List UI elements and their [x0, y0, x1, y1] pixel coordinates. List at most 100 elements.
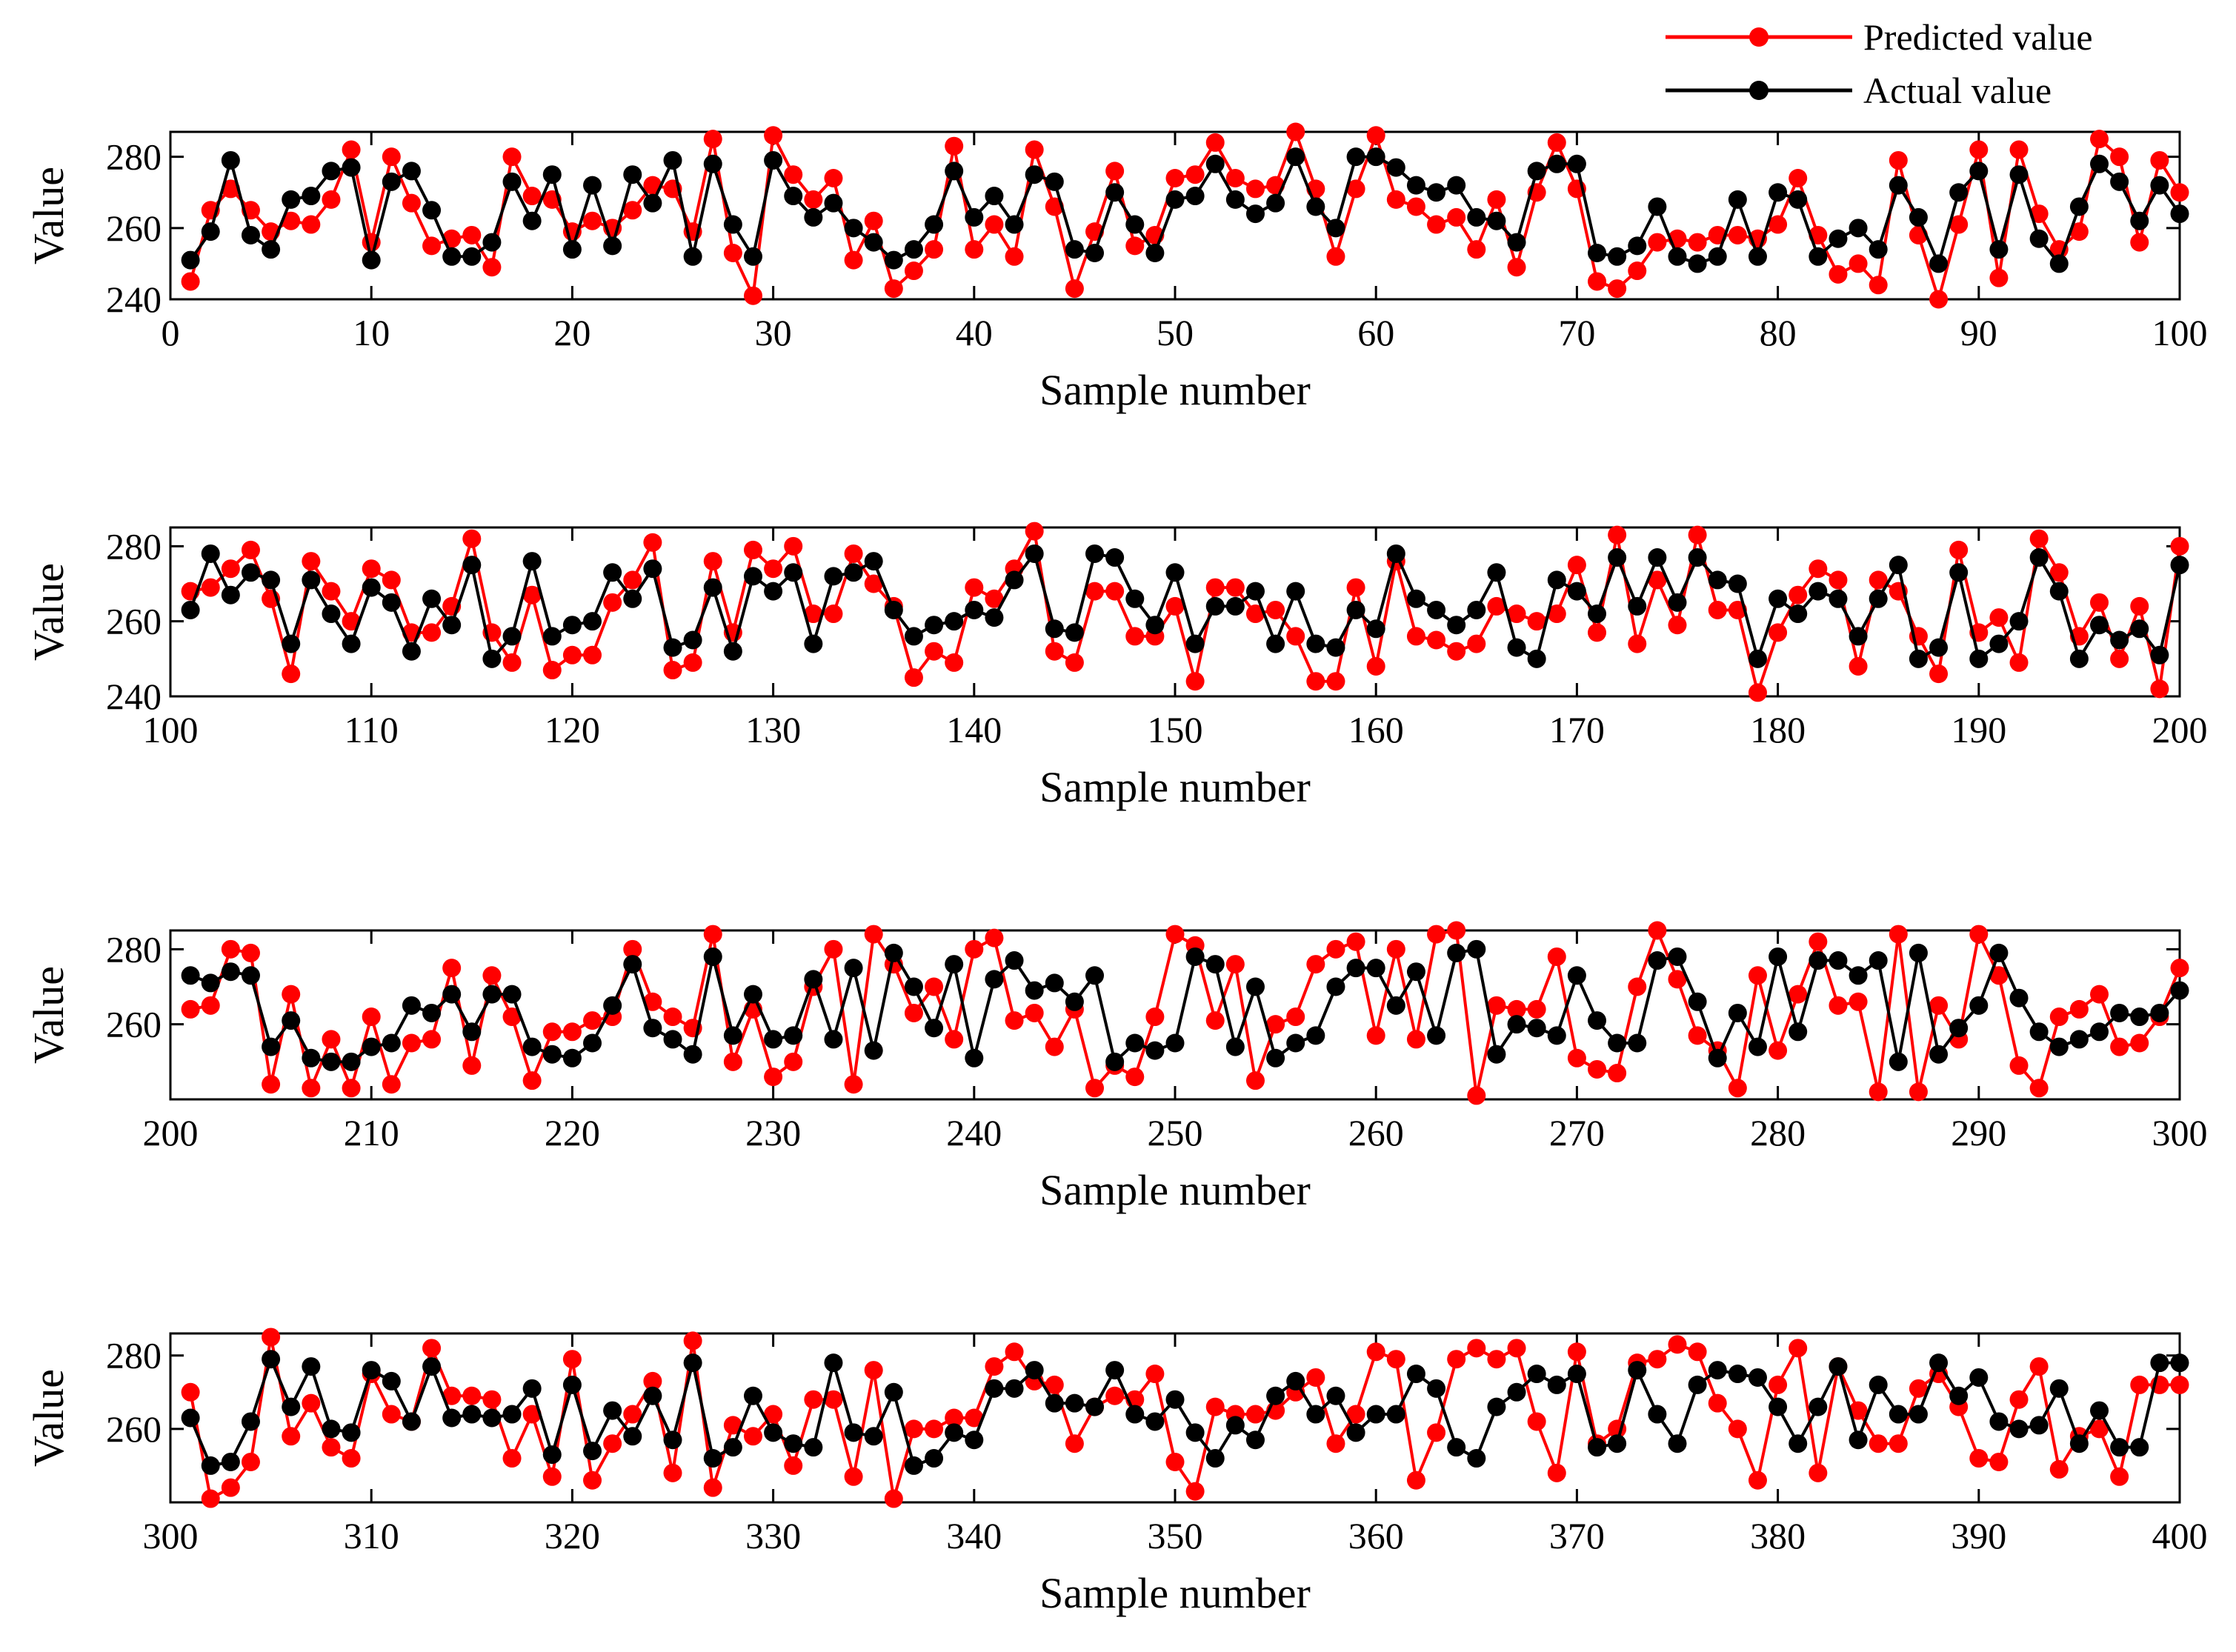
- x-tick-label: 40: [956, 312, 993, 353]
- predicted-point: [1748, 966, 1767, 985]
- predicted-point: [864, 211, 883, 230]
- predicted-point: [1768, 1041, 1788, 1060]
- actual-point: [1205, 1449, 1225, 1468]
- predicted-point: [1969, 1449, 1989, 1468]
- actual-point: [1326, 1386, 1345, 1405]
- actual-point: [1467, 939, 1486, 959]
- predicted-point: [2029, 529, 2049, 548]
- predicted-point: [1668, 970, 1687, 989]
- actual-point: [1346, 1423, 1365, 1442]
- actual-point: [1728, 574, 1747, 593]
- actual-point: [1406, 589, 1425, 608]
- x-tick-label: 260: [1348, 1112, 1404, 1153]
- actual-point: [824, 1030, 843, 1049]
- actual-point: [1105, 1052, 1125, 1071]
- actual-point: [282, 1011, 301, 1030]
- predicted-point: [201, 578, 220, 597]
- actual-point: [623, 1427, 642, 1446]
- actual-point: [1909, 1405, 1928, 1424]
- actual-point: [262, 1037, 281, 1056]
- actual-point: [542, 1445, 562, 1465]
- actual-point: [1648, 951, 1667, 970]
- actual-point: [462, 1022, 482, 1042]
- actual-point: [382, 172, 401, 191]
- predicted-point: [583, 645, 602, 665]
- actual-point: [864, 233, 883, 252]
- actual-point: [1869, 951, 1888, 970]
- predicted-point: [462, 225, 482, 244]
- predicted-point: [764, 559, 783, 579]
- actual-point: [241, 563, 260, 582]
- predicted-point: [382, 1075, 401, 1094]
- predicted-point: [1025, 1003, 1044, 1022]
- actual-point: [1025, 165, 1044, 184]
- predicted-point: [1326, 1434, 1345, 1453]
- actual-point: [965, 1048, 984, 1068]
- x-tick-label: 90: [1960, 312, 1997, 353]
- predicted-point: [1708, 1393, 1727, 1413]
- predicted-point: [1467, 1339, 1486, 1358]
- predicted-point: [2170, 536, 2189, 556]
- actual-point: [2049, 1037, 2069, 1056]
- actual-point: [844, 563, 863, 582]
- x-axis-label: Sample number: [1039, 1166, 1311, 1214]
- actual-point: [743, 567, 762, 586]
- actual-point: [1005, 1379, 1024, 1398]
- predicted-point: [1085, 582, 1105, 601]
- actual-point: [884, 1382, 903, 1402]
- predicted-point: [1286, 122, 1305, 141]
- actual-point: [643, 559, 662, 579]
- actual-point: [402, 1412, 421, 1431]
- actual-point: [1005, 951, 1024, 970]
- actual-point: [1185, 634, 1205, 653]
- predicted-point: [1507, 604, 1526, 624]
- actual-line: [189, 155, 2181, 265]
- actual-point: [1547, 1375, 1566, 1394]
- predicted-point: [1527, 1412, 1546, 1431]
- predicted-point: [1245, 604, 1265, 624]
- actual-point: [342, 1423, 361, 1442]
- predicted-point: [2069, 999, 2089, 1019]
- actual-point: [945, 161, 964, 181]
- predicted-point: [804, 604, 823, 624]
- actual-point: [1648, 1405, 1667, 1424]
- predicted-point: [181, 999, 200, 1019]
- predicted-point: [965, 240, 984, 259]
- actual-point: [1608, 247, 1627, 266]
- x-tick-label: 330: [745, 1515, 801, 1556]
- actual-point: [2049, 254, 2069, 273]
- predicted-point: [1507, 258, 1526, 277]
- predicted-point: [382, 147, 401, 167]
- actual-point: [422, 1357, 442, 1376]
- predicted-point: [1447, 921, 1466, 940]
- x-axis-label: Sample number: [1039, 763, 1311, 811]
- predicted-point: [1869, 1082, 1888, 1102]
- predicted-point: [764, 1068, 783, 1087]
- actual-point: [985, 1379, 1004, 1398]
- predicted-point: [965, 939, 984, 959]
- x-tick-label: 270: [1549, 1112, 1605, 1153]
- predicted-point: [804, 190, 823, 209]
- predicted-point: [1427, 215, 1446, 234]
- actual-point: [1608, 1434, 1627, 1453]
- actual-point: [784, 1026, 803, 1045]
- predicted-point: [1849, 656, 1868, 676]
- actual-point: [864, 1041, 883, 1060]
- actual-point: [1708, 570, 1727, 590]
- predicted-point: [904, 262, 923, 281]
- predicted-point: [1427, 925, 1446, 944]
- actual-point: [1869, 1375, 1888, 1394]
- actual-point: [743, 985, 762, 1004]
- actual-point: [703, 947, 722, 966]
- predicted-point: [302, 552, 321, 571]
- predicted-point: [1929, 996, 1949, 1015]
- predicted-point: [462, 529, 482, 548]
- actual-point: [1125, 215, 1145, 234]
- actual-point: [925, 215, 944, 234]
- actual-point: [1467, 207, 1486, 227]
- predicted-point: [262, 1328, 281, 1347]
- predicted-point: [945, 653, 964, 672]
- actual-point: [1648, 197, 1667, 216]
- predicted-point: [864, 574, 883, 593]
- y-axis-label: Value: [24, 563, 73, 661]
